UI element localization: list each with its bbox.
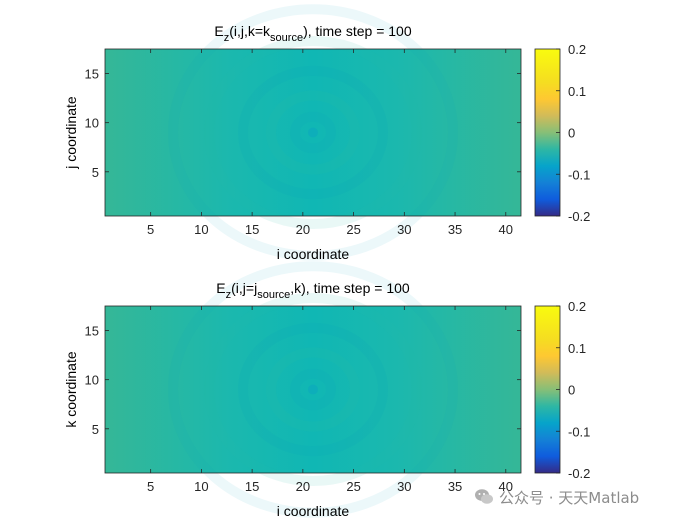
heatmap-panel-1: 5 10 15 20 25 30 35 40 5 10 15 Ez(i,j,k=ksource), t… xyxy=(63,4,590,262)
field-ripples xyxy=(168,261,458,518)
x-axis-label: i coordinate xyxy=(277,246,350,262)
y-tick-label: 10 xyxy=(85,116,99,131)
x-tick-label: 35 xyxy=(448,479,462,494)
ripple-ring xyxy=(168,4,458,261)
heatmap-field xyxy=(105,306,521,473)
field-ripples xyxy=(168,4,458,261)
x-tick-label: 5 xyxy=(147,222,154,237)
x-tick-label: 30 xyxy=(397,479,411,494)
axes-frame xyxy=(104,305,522,474)
x-tick-label: 10 xyxy=(194,479,208,494)
ripple-ring xyxy=(238,322,388,457)
y-axis-label: k coordinate xyxy=(63,351,79,427)
x-tick-label: 25 xyxy=(346,222,360,237)
x-tick-label: 25 xyxy=(346,479,360,494)
colorbar-tick-label: 0.1 xyxy=(568,341,586,356)
x-tick-label: 30 xyxy=(397,222,411,237)
colorbar-tick-label: 0.2 xyxy=(568,299,586,314)
ripple-ring xyxy=(168,261,458,518)
x-tick-label: 15 xyxy=(245,479,259,494)
colorbar-gradient xyxy=(534,48,561,217)
x-tick-label: 20 xyxy=(296,479,310,494)
y-tick-label: 15 xyxy=(85,324,99,339)
colorbar-tick-label: -0.2 xyxy=(568,466,590,481)
colorbar-tick-label: 0.1 xyxy=(568,84,586,99)
ripple-ring xyxy=(204,292,422,487)
colorbar: 0.2 0.1 0 -0.1 -0.2 xyxy=(534,299,590,481)
x-tick-label: 20 xyxy=(296,222,310,237)
plot-title: Ez(i,j,k=ksource), time step = 100 xyxy=(214,23,411,44)
x-tick-label: 35 xyxy=(448,222,462,237)
colorbar-tick-label: 0.2 xyxy=(568,42,586,57)
x-axis-label: i coordinate xyxy=(277,503,350,519)
source-point xyxy=(308,127,318,138)
x-tick-label: 15 xyxy=(245,222,259,237)
x-tick-label: 40 xyxy=(499,479,513,494)
colorbar-tick-label: -0.1 xyxy=(568,167,590,182)
ripple-ring xyxy=(266,347,360,432)
y-tick-label: 10 xyxy=(85,373,99,388)
ripple-ring xyxy=(266,90,360,175)
axes-frame xyxy=(104,48,522,217)
colorbar-tick-label: 0 xyxy=(568,126,575,141)
colorbar: 0.2 0.1 0 -0.1 -0.2 xyxy=(534,42,590,224)
colorbar-tick-label: -0.2 xyxy=(568,209,590,224)
y-tick-label: 15 xyxy=(85,67,99,82)
watermark: 公众号 · 天天Matlab xyxy=(474,486,639,508)
x-tick-label: 5 xyxy=(147,479,154,494)
ripple-ring xyxy=(290,368,336,411)
watermark-text: 公众号 · 天天Matlab xyxy=(499,488,640,507)
colorbar-tick-label: 0 xyxy=(568,383,575,398)
y-axis-label: j coordinate xyxy=(63,96,79,170)
y-tick-label: 5 xyxy=(92,165,99,180)
x-tick-label: 10 xyxy=(194,222,208,237)
heatmap-field xyxy=(105,49,521,216)
ripple-ring xyxy=(290,111,336,154)
ripple-ring xyxy=(204,35,422,230)
colorbar-tick-label: -0.1 xyxy=(568,424,590,439)
x-tick-label: 40 xyxy=(499,222,513,237)
ripple-ring xyxy=(238,65,388,200)
heatmap-panel-2: 5 10 15 20 25 30 35 40 5 10 15 Ez(i,j=jsource,k), t… xyxy=(63,261,590,519)
wechat-icon xyxy=(475,489,493,504)
source-point xyxy=(308,384,318,395)
y-tick-label: 5 xyxy=(92,422,99,437)
plot-title: Ez(i,j=jsource,k), time step = 100 xyxy=(216,280,410,301)
